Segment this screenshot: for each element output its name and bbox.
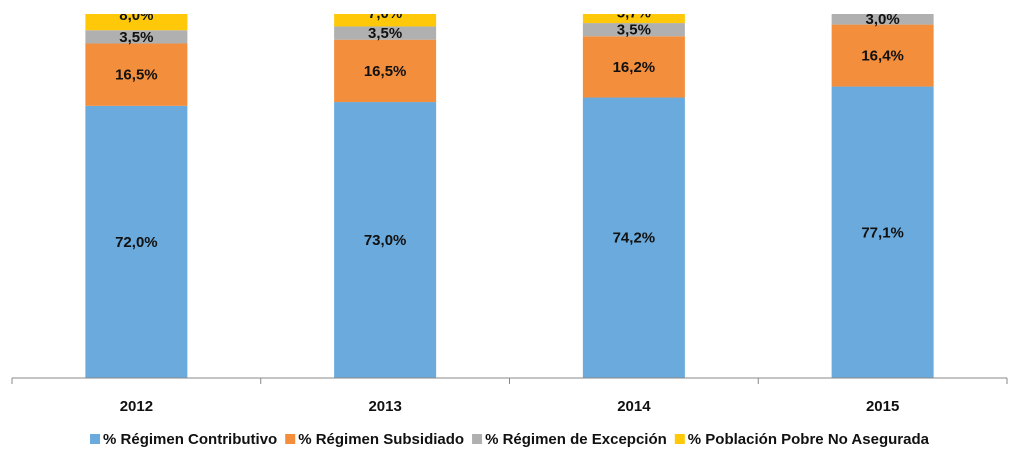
data-label: 3,5% bbox=[617, 22, 651, 39]
bar-segment bbox=[85, 14, 188, 31]
bar-segment bbox=[582, 97, 685, 378]
bar-segment bbox=[334, 39, 437, 103]
data-label: 3,5% bbox=[866, 0, 900, 16]
legend-label: % Población Pobre No Asegurada bbox=[688, 431, 930, 448]
legend: % Régimen Contributivo % Régimen Subsidia… bbox=[90, 431, 930, 448]
data-label: 3,5% bbox=[368, 25, 402, 42]
x-tick-label: 2015 bbox=[866, 398, 899, 415]
bar-segment bbox=[582, 14, 685, 24]
bar-segment bbox=[334, 102, 437, 378]
data-label: 5,7% bbox=[617, 4, 651, 21]
data-label: 7,0% bbox=[368, 5, 402, 22]
x-tick-label: 2014 bbox=[617, 398, 651, 415]
bar-segment bbox=[582, 36, 685, 98]
legend-label: % Régimen de Excepción bbox=[485, 431, 667, 448]
bar-segment bbox=[334, 26, 437, 40]
x-tick-label: 2013 bbox=[368, 398, 401, 415]
data-label: 16,5% bbox=[364, 63, 407, 80]
bar-segment bbox=[831, 86, 934, 378]
data-label: 73,0% bbox=[364, 232, 407, 249]
bar-segment bbox=[85, 30, 188, 44]
data-label: 16,4% bbox=[861, 48, 904, 65]
bar-segment bbox=[85, 43, 188, 106]
bar-segment bbox=[831, 14, 934, 25]
bar-segment bbox=[582, 23, 685, 37]
x-tick-label: 2012 bbox=[120, 398, 153, 415]
data-label: 72,0% bbox=[115, 234, 158, 251]
plot-area: 72,0% 16,5% 3,5% 8,0% 73,0% 16,5% 3,5% 7,0% 74,2… bbox=[85, 0, 934, 378]
data-label: 77,1% bbox=[861, 224, 904, 241]
data-label: 16,5% bbox=[115, 67, 158, 84]
bar-segment bbox=[832, 0, 934, 13]
legend-swatch bbox=[285, 434, 296, 444]
data-label: 8,0% bbox=[119, 7, 153, 24]
data-label: 3,5% bbox=[119, 29, 153, 46]
legend-swatch bbox=[472, 434, 483, 444]
legend-swatch bbox=[90, 434, 101, 444]
data-label: 74,2% bbox=[613, 230, 656, 247]
bar-segment bbox=[85, 105, 188, 378]
legend-swatch bbox=[674, 434, 685, 444]
data-label: 3,0% bbox=[866, 11, 900, 28]
bar-segment bbox=[334, 14, 437, 27]
bar-segment bbox=[831, 24, 934, 87]
data-label: 16,2% bbox=[613, 59, 656, 76]
legend-label: % Régimen Contributivo bbox=[103, 431, 277, 448]
legend-label: % Régimen Subsidiado bbox=[298, 431, 464, 448]
